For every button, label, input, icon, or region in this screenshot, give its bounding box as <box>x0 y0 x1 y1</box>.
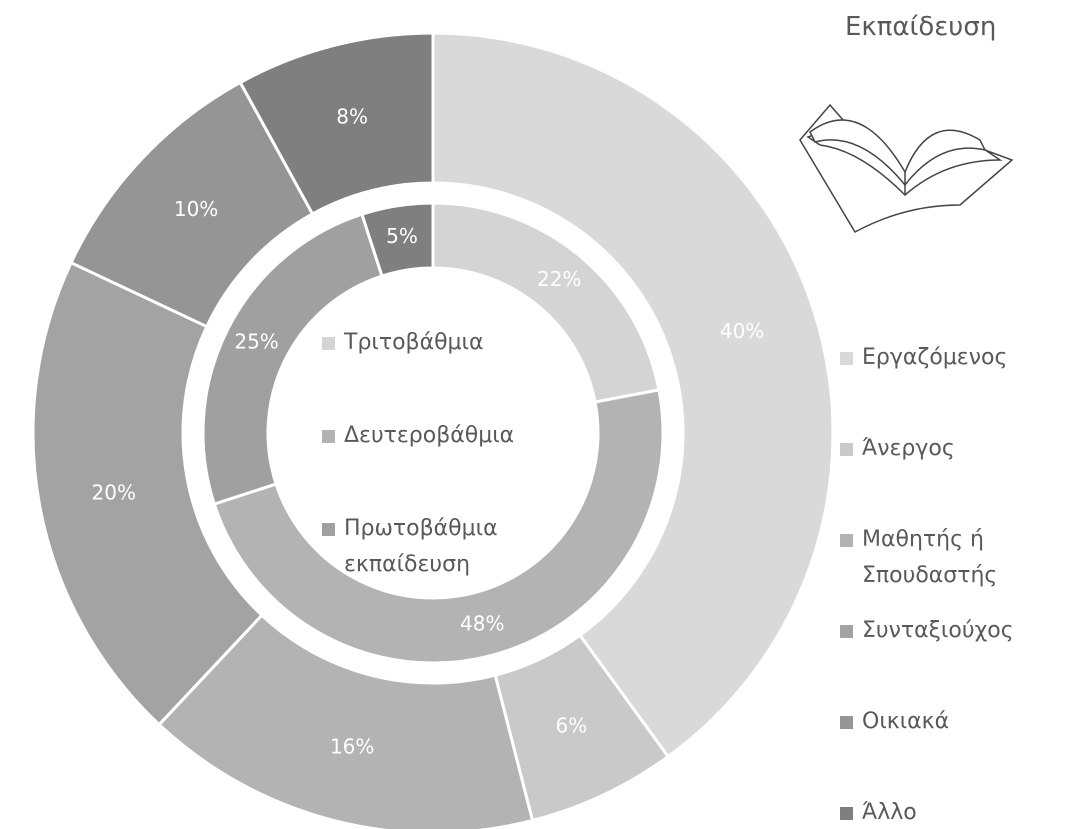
legend-label: Τριτοβάθμια <box>344 325 534 361</box>
legend-label: Πρωτοβάθμια εκπαίδευση <box>344 511 534 583</box>
data-label: 10% <box>174 197 218 221</box>
legend-label: Άλλο <box>862 795 1062 829</box>
legend-swatch <box>840 443 853 456</box>
legend-item: Μαθητής ή Σπουδαστής <box>840 522 1062 594</box>
data-label: 22% <box>537 267 581 291</box>
data-label: 48% <box>460 611 504 635</box>
data-label: 6% <box>556 714 588 738</box>
legend-label: Μαθητής ή Σπουδαστής <box>862 522 1062 594</box>
legend-item: Άνεργος <box>840 431 1062 467</box>
data-label: 8% <box>336 105 368 129</box>
legend-label: Άνεργος <box>862 431 1062 467</box>
data-label: 5% <box>386 224 418 248</box>
book-icon <box>800 105 1012 232</box>
legend-swatch <box>322 337 335 350</box>
chart-title: Εκπαίδευση <box>845 12 996 42</box>
chart-page: 40% 6% 16% 20% 10% 8% 22% 48% 25% 5% Εκπαίδευση Ε… <box>0 0 1091 829</box>
data-label: 16% <box>330 734 374 758</box>
legend-swatch <box>322 523 335 536</box>
legend-item: Εργαζόμενος <box>840 340 1062 376</box>
legend-swatch <box>840 534 853 547</box>
legend-label: Εργαζόμενος <box>862 340 1062 376</box>
data-label: 40% <box>720 319 764 343</box>
legend-item: Οικιακά <box>840 704 1062 740</box>
legend-swatch <box>840 716 853 729</box>
legend-item: Τριτοβάθμια <box>322 325 534 361</box>
legend-label: Συνταξιούχος <box>862 613 1062 649</box>
legend-item: Άλλο <box>840 795 1062 829</box>
data-label: 25% <box>234 330 278 354</box>
legend-item: Πρωτοβάθμια εκπαίδευση <box>322 511 534 583</box>
legend-swatch <box>840 352 853 365</box>
legend-item: Δευτεροβάθμια <box>322 418 534 454</box>
legend-swatch <box>840 625 853 638</box>
data-label: 20% <box>92 480 136 504</box>
legend-swatch <box>322 430 335 443</box>
legend-label: Δευτεροβάθμια <box>344 418 534 454</box>
legend-swatch <box>840 807 853 820</box>
legend-label: Οικιακά <box>862 704 1062 740</box>
legend-item: Συνταξιούχος <box>840 613 1062 649</box>
